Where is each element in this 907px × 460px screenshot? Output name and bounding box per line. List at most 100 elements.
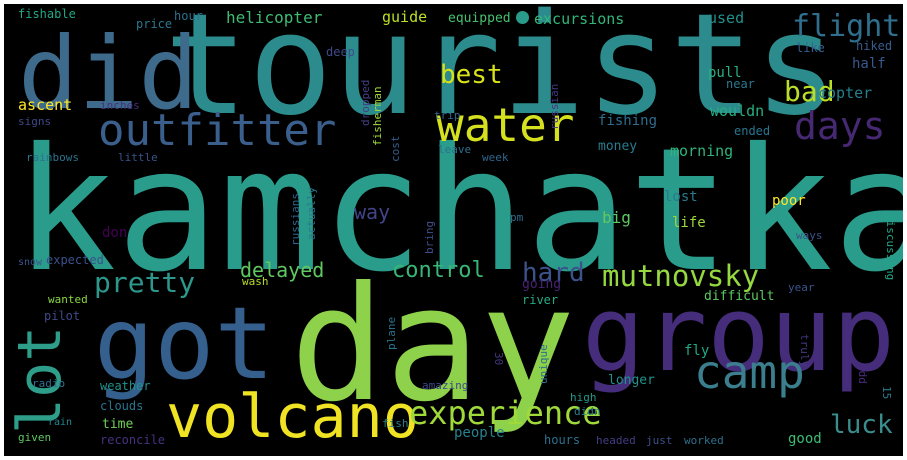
- word-rain: rain: [48, 417, 73, 428]
- word-hour: hour: [174, 9, 203, 23]
- word-like: like: [796, 41, 825, 55]
- word-trip: trip: [434, 109, 461, 122]
- word-people: people: [454, 425, 505, 441]
- word-hiked: hiked: [856, 39, 893, 53]
- word-time: time: [102, 417, 134, 432]
- word-fishable: fishable: [18, 7, 76, 21]
- word-wanted: wanted: [48, 293, 88, 306]
- word-money: money: [598, 139, 638, 154]
- word-bad: bad: [784, 75, 835, 108]
- word-river: river: [522, 293, 559, 307]
- word-did: did: [18, 15, 199, 132]
- word-day: day: [290, 253, 576, 437]
- word-poor: poor: [772, 193, 806, 209]
- word-year: year: [788, 281, 815, 294]
- word-plane: plane: [385, 316, 398, 350]
- word-equipped: equipped: [448, 11, 511, 26]
- word-clouds: clouds: [100, 399, 144, 413]
- word-week: week: [482, 151, 509, 164]
- word-discussing: discussing: [884, 214, 897, 281]
- word-volcano: volcano: [166, 382, 419, 452]
- word-lost: lost: [664, 189, 698, 205]
- word-actually: actually: [305, 187, 318, 240]
- word-luck: luck: [830, 410, 893, 440]
- word-headed: headed: [596, 434, 636, 447]
- word-best: best: [440, 60, 503, 90]
- word-way: way: [354, 200, 391, 224]
- word-water: water: [436, 98, 575, 152]
- word-truly: truly: [798, 334, 811, 368]
- word-cloud-canvas: kamchatka tourists day did group got lot…: [4, 4, 903, 456]
- word-15: 15: [880, 386, 893, 400]
- word-half: half: [852, 56, 886, 72]
- word-got: got: [94, 285, 275, 402]
- word-tourists: tourists: [164, 4, 839, 147]
- word-flight: flight: [792, 9, 901, 44]
- word-helicopter: helicopter: [226, 8, 323, 27]
- word-leave: leave: [438, 143, 472, 156]
- word-good: good: [788, 431, 822, 447]
- dot-mark: [516, 11, 529, 24]
- word-snow: snow: [18, 257, 43, 268]
- word-ways: ways: [796, 229, 823, 242]
- word-pm: pm: [510, 211, 524, 224]
- word-amazing: amazing: [422, 379, 469, 392]
- word-ended: ended: [734, 124, 771, 138]
- word-difficult: difficult: [704, 289, 775, 304]
- word-fishing: fishing: [598, 113, 658, 129]
- word-fish: fish: [382, 417, 409, 430]
- word-near: near: [726, 77, 755, 91]
- word-price: price: [136, 17, 173, 31]
- word-cost: cost: [389, 135, 402, 163]
- word-high: high: [570, 391, 597, 404]
- word-used: used: [708, 9, 745, 27]
- word-longer: longer: [608, 373, 655, 388]
- word-guide: guide: [382, 8, 428, 26]
- word-reconcile: reconcile: [100, 433, 166, 447]
- word-pretty: pretty: [94, 266, 196, 299]
- word-control: control: [392, 258, 485, 283]
- word-copter: copter: [818, 84, 873, 102]
- word-dropped: dropped: [359, 79, 372, 126]
- word-just: just: [646, 434, 673, 447]
- word-camp: camp: [694, 345, 805, 399]
- word-russians: russians: [289, 193, 302, 246]
- word-wash: wash: [242, 275, 269, 288]
- word-bring: bring: [423, 220, 436, 254]
- word-didn: didn: [574, 405, 601, 418]
- word-life: life: [672, 215, 706, 231]
- word-inches: inches: [100, 99, 140, 112]
- word-don: don: [102, 225, 128, 241]
- word-experience: experience: [409, 394, 602, 432]
- word-days: days: [794, 104, 886, 148]
- word-unique: unique: [537, 344, 550, 384]
- word-worked: worked: [684, 434, 724, 447]
- word-rainbows: rainbows: [26, 151, 79, 164]
- word-radio: radio: [32, 377, 66, 390]
- word-given: given: [18, 431, 52, 444]
- word-signs: signs: [18, 115, 52, 128]
- word-pilot: pilot: [44, 309, 81, 323]
- word-russian: russian: [548, 83, 561, 130]
- word-group: group: [582, 273, 896, 395]
- word-kamchatka: kamchatka: [14, 112, 903, 310]
- word-fisherman: fisherman: [371, 86, 384, 146]
- word-excursions: excursions: [534, 10, 625, 28]
- word-going: going: [522, 277, 562, 292]
- word-fly: fly: [684, 343, 710, 359]
- word-outfitter: outfitter: [98, 105, 337, 156]
- word-delayed: delayed: [240, 258, 325, 282]
- word-30: 30: [492, 352, 505, 366]
- word-mutnovsky: mutnovsky: [602, 259, 760, 293]
- word-hard: hard: [522, 258, 585, 288]
- word-weather: weather: [100, 379, 151, 393]
- word-little: little: [118, 151, 158, 164]
- word-expected: expected: [46, 253, 104, 267]
- word-wouldn: wouldn: [710, 102, 765, 120]
- word-deep: deep: [326, 45, 355, 59]
- word-odd: odd: [856, 364, 869, 384]
- word-morning: morning: [670, 142, 734, 160]
- word-hours: hours: [544, 433, 581, 447]
- word-big: big: [602, 208, 631, 227]
